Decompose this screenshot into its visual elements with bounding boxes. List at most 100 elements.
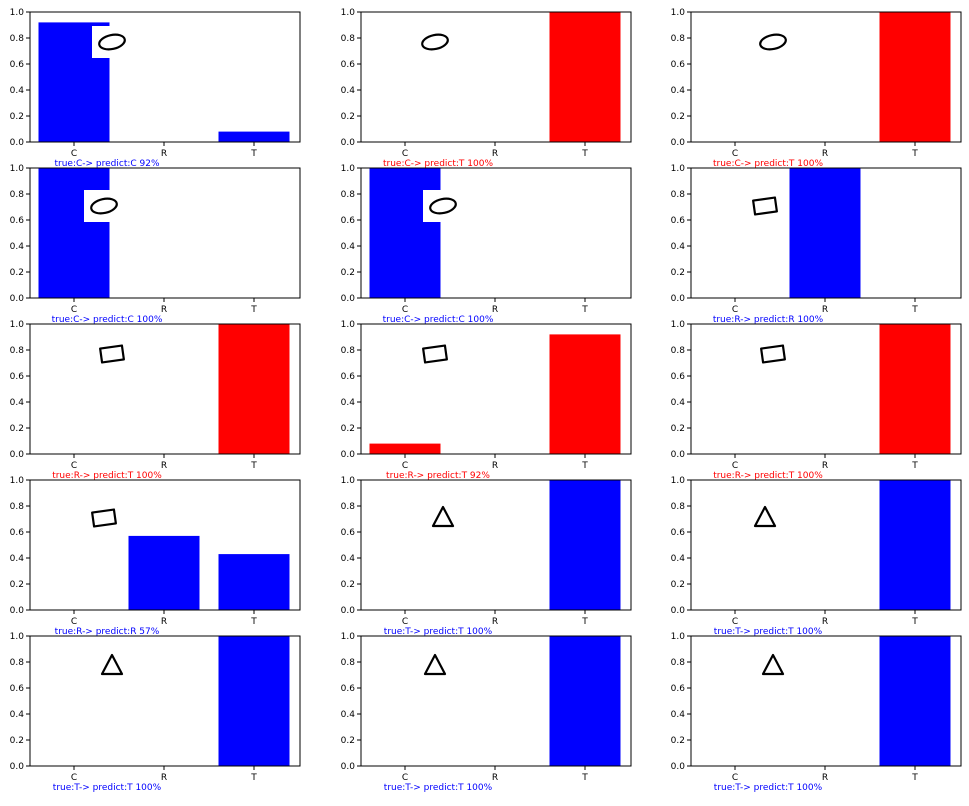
bar-T <box>218 131 290 142</box>
rectangle-sketch-icon <box>91 508 117 528</box>
y-tick-label: 1.0 <box>10 476 25 486</box>
axes-frame <box>690 479 962 611</box>
y-tick-label: 0.6 <box>10 684 25 694</box>
x-tick-label: C <box>732 617 738 627</box>
bar-T <box>218 324 290 454</box>
x-tick-label: T <box>911 149 918 159</box>
y-tick-label: 0.8 <box>341 190 356 200</box>
prediction-caption: true:C-> predict:C 92% <box>54 159 160 169</box>
input-image-thumbnail <box>745 190 785 222</box>
y-tick-label: 0.4 <box>10 710 25 720</box>
x-tick-label: T <box>581 461 588 471</box>
x-tick-label: C <box>402 149 408 159</box>
y-tick-label: 1.0 <box>341 320 356 330</box>
y-tick-label: 0.0 <box>671 762 686 772</box>
y-tick-label: 0.8 <box>341 34 356 44</box>
y-tick-label: 0.4 <box>10 398 25 408</box>
x-tick-label: C <box>732 305 738 315</box>
x-tick-label: T <box>581 305 588 315</box>
triangle-sketch-icon <box>100 653 124 676</box>
ellipse-sketch-icon <box>98 33 126 51</box>
y-tick-label: 0.4 <box>671 398 686 408</box>
bar-T <box>218 636 290 766</box>
y-tick-label: 0.2 <box>10 268 24 278</box>
y-tick-label: 0.0 <box>671 138 686 148</box>
y-tick-label: 0.8 <box>671 658 686 668</box>
prediction-caption: true:T-> predict:T 100% <box>714 627 823 637</box>
input-image-thumbnail <box>753 26 793 58</box>
y-tick-label: 0.2 <box>671 424 685 434</box>
y-tick-label: 0.8 <box>10 658 25 668</box>
prediction-caption: true:C-> predict:T 100% <box>383 159 493 169</box>
y-tick-label: 0.8 <box>341 346 356 356</box>
bar-T <box>879 324 951 454</box>
y-tick-label: 0.0 <box>341 294 356 304</box>
y-tick-label: 0.6 <box>341 216 356 226</box>
y-tick-label: 0.8 <box>341 658 356 668</box>
input-image-thumbnail <box>423 190 463 222</box>
axes-frame <box>29 479 301 611</box>
bar-T <box>549 480 621 610</box>
prediction-caption: true:T-> predict:T 100% <box>384 627 493 637</box>
axes-frame <box>360 167 632 299</box>
y-tick-label: 0.6 <box>671 372 686 382</box>
y-tick-label: 0.4 <box>10 86 25 96</box>
x-tick-label: R <box>492 773 498 783</box>
x-tick-label: R <box>822 461 828 471</box>
x-tick-label: C <box>71 149 77 159</box>
y-tick-label: 0.0 <box>671 294 686 304</box>
bar-T <box>549 636 621 766</box>
rectangle-sketch-icon <box>422 344 448 364</box>
y-tick-label: 1.0 <box>671 8 686 18</box>
rectangle-sketch-icon <box>760 344 786 364</box>
x-tick-label: R <box>822 305 828 315</box>
x-tick-label: C <box>402 305 408 315</box>
x-tick-label: T <box>250 617 257 627</box>
bar-T <box>218 554 290 610</box>
y-tick-label: 1.0 <box>671 320 686 330</box>
y-tick-label: 0.8 <box>10 346 25 356</box>
axes-frame <box>29 167 301 299</box>
y-tick-label: 0.2 <box>341 580 355 590</box>
y-tick-label: 1.0 <box>10 632 25 642</box>
x-tick-label: T <box>581 773 588 783</box>
x-tick-label: T <box>911 461 918 471</box>
x-tick-label: C <box>71 305 77 315</box>
ellipse-sketch-icon <box>90 197 118 215</box>
prediction-caption: true:R-> predict:R 100% <box>713 315 824 325</box>
prediction-caption: true:C-> predict:C 100% <box>383 315 494 325</box>
bar-C <box>369 168 441 298</box>
x-tick-label: R <box>492 617 498 627</box>
y-tick-label: 0.0 <box>671 606 686 616</box>
y-tick-label: 0.8 <box>341 502 356 512</box>
y-tick-label: 0.6 <box>671 216 686 226</box>
axes-frame <box>360 479 632 611</box>
axes-frame <box>690 11 962 143</box>
y-tick-label: 0.4 <box>341 86 356 96</box>
prediction-caption: true:R-> predict:T 92% <box>386 471 490 481</box>
axes-frame <box>360 11 632 143</box>
x-tick-label: C <box>71 773 77 783</box>
y-tick-label: 0.4 <box>671 86 686 96</box>
y-tick-label: 1.0 <box>341 476 356 486</box>
y-tick-label: 1.0 <box>10 8 25 18</box>
prediction-caption: true:C-> predict:T 100% <box>713 159 823 169</box>
y-tick-label: 0.2 <box>341 736 355 746</box>
y-tick-label: 0.0 <box>341 138 356 148</box>
y-tick-label: 1.0 <box>341 632 356 642</box>
y-tick-label: 0.2 <box>10 112 24 122</box>
input-image-thumbnail <box>84 190 124 222</box>
y-tick-label: 1.0 <box>10 320 25 330</box>
y-tick-label: 0.6 <box>341 684 356 694</box>
bar-T <box>549 334 621 454</box>
x-tick-label: T <box>911 305 918 315</box>
x-tick-label: T <box>250 149 257 159</box>
x-tick-label: C <box>402 773 408 783</box>
y-tick-label: 0.8 <box>671 346 686 356</box>
